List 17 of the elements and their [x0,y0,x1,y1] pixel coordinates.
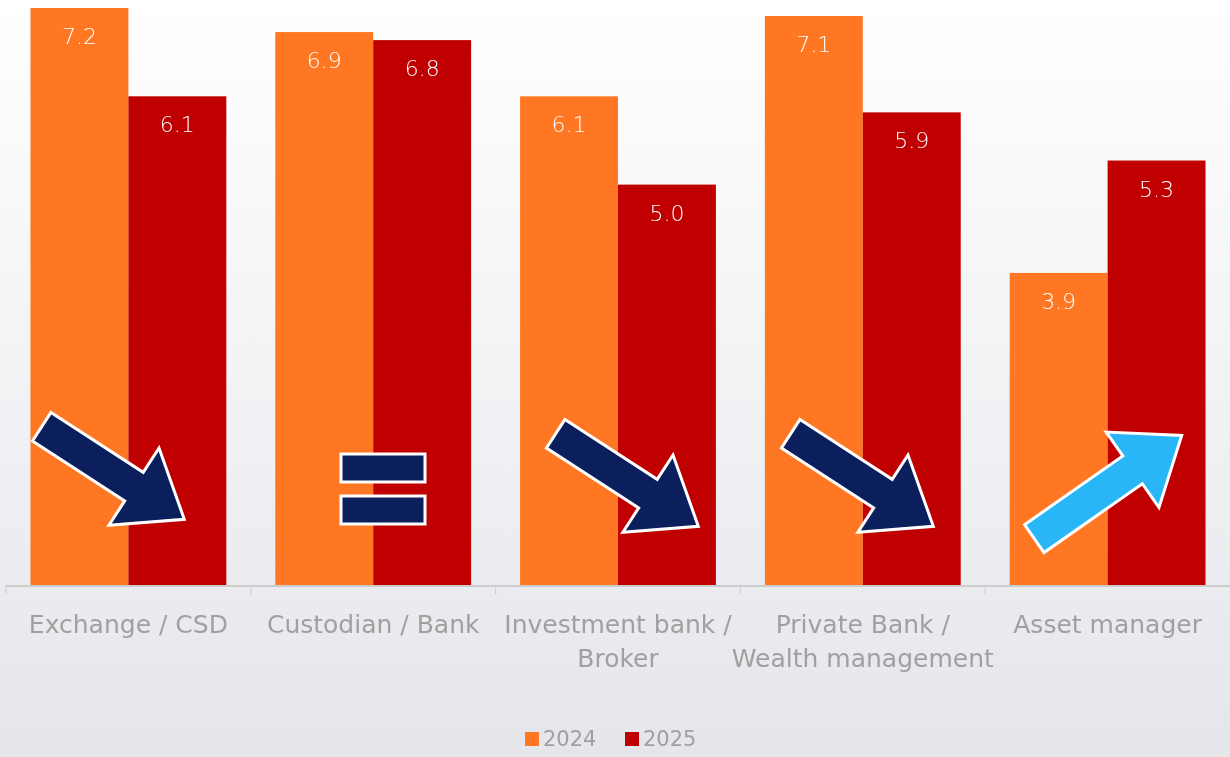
data-label: 6.9 [306,48,342,74]
data-label: 6.1 [159,112,195,138]
x-tick-label: Private Bank / Wealth management [731,610,994,673]
data-label: 7.2 [61,24,97,49]
data-label: 5.9 [894,128,930,154]
legend-label: 2024 [543,727,597,751]
data-label: 6.1 [551,112,587,138]
data-label: 5.0 [649,200,685,226]
data-label: 5.3 [1139,176,1175,202]
legend-label: 2025 [643,727,697,751]
x-tick-label: Investment bank / Broker [504,610,733,673]
x-tick-label: Exchange / CSD [28,610,228,639]
x-tick-label: Asset manager [1013,610,1203,639]
x-tick-label: Custodian / Bank [266,610,480,639]
data-label: 3.9 [1041,288,1077,314]
data-label: 7.1 [796,32,832,58]
data-label: 6.8 [404,56,440,82]
